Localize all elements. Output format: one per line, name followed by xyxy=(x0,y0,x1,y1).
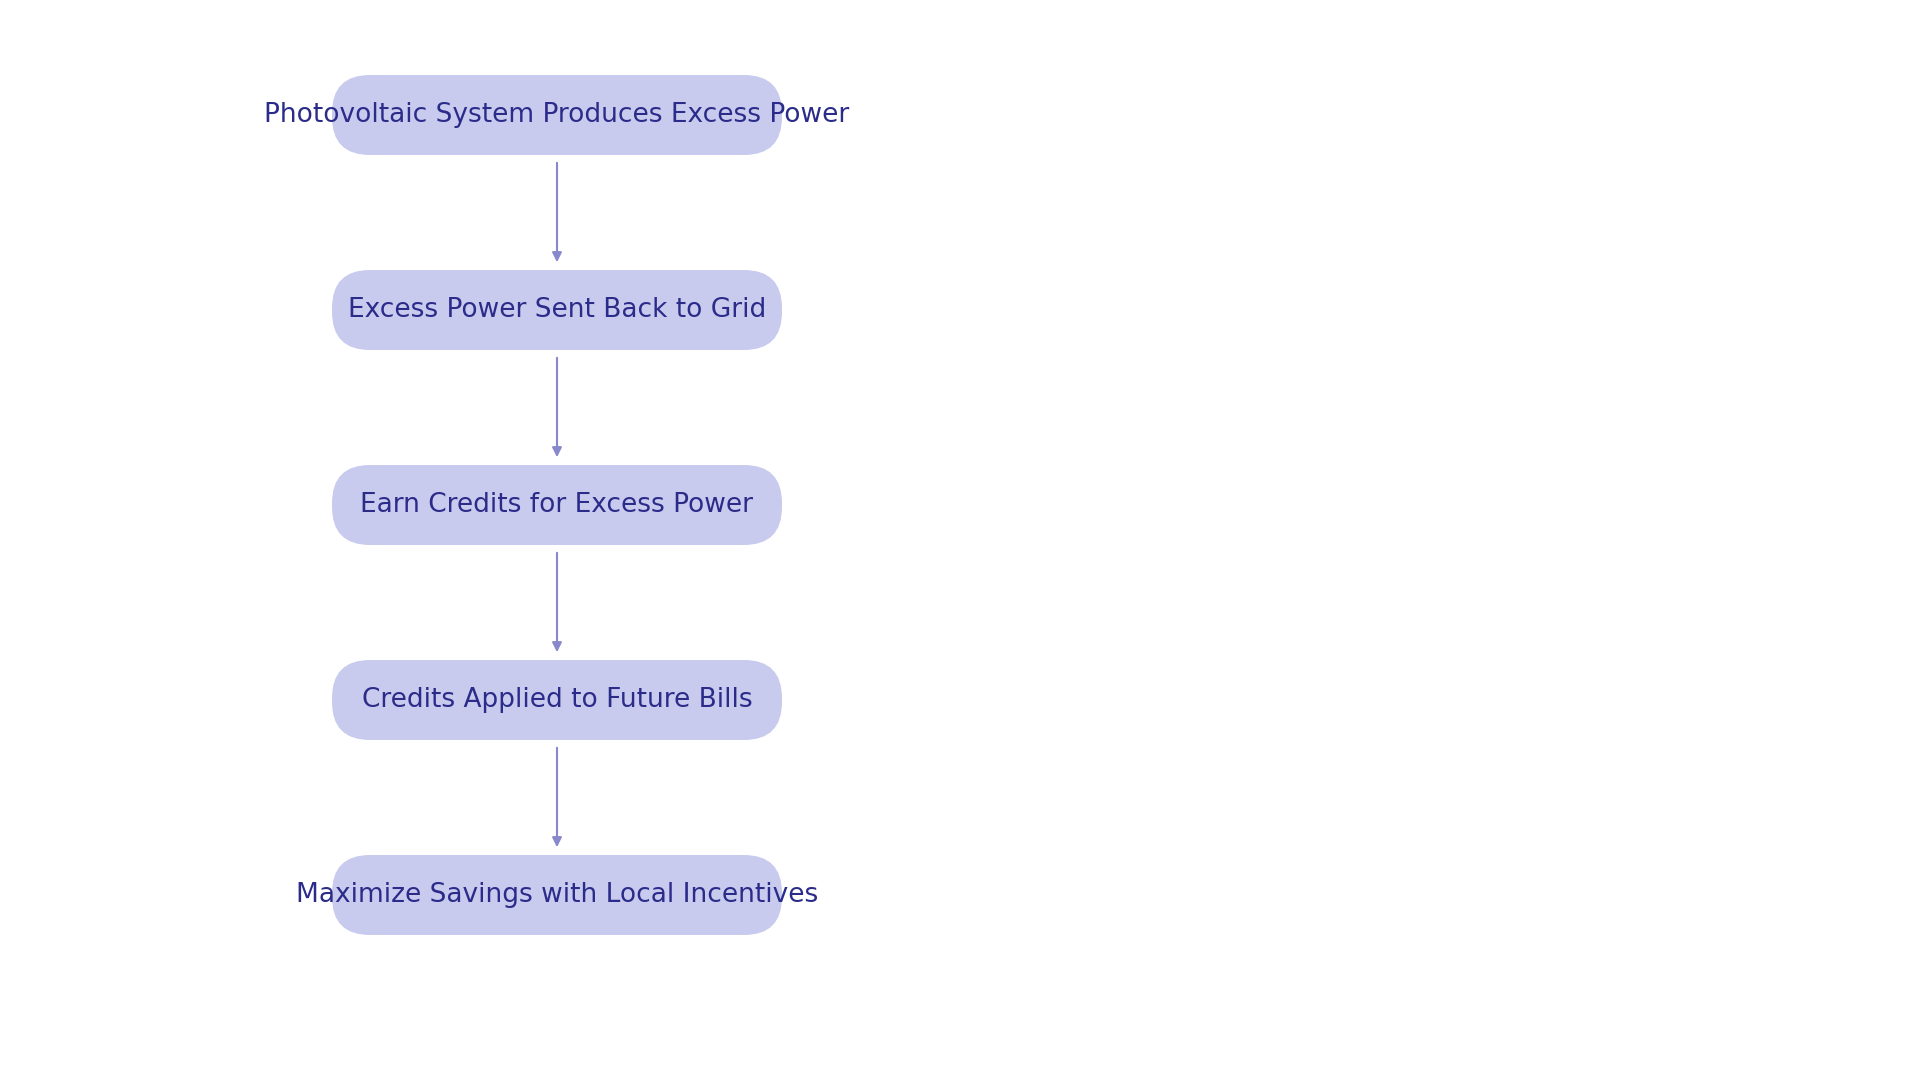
Text: Credits Applied to Future Bills: Credits Applied to Future Bills xyxy=(361,687,753,713)
Text: Photovoltaic System Produces Excess Power: Photovoltaic System Produces Excess Powe… xyxy=(265,102,851,128)
FancyBboxPatch shape xyxy=(332,660,781,740)
Text: Maximize Savings with Local Incentives: Maximize Savings with Local Incentives xyxy=(296,882,818,908)
FancyBboxPatch shape xyxy=(332,75,781,155)
FancyBboxPatch shape xyxy=(332,270,781,350)
Text: Earn Credits for Excess Power: Earn Credits for Excess Power xyxy=(361,492,753,518)
FancyBboxPatch shape xyxy=(332,465,781,545)
FancyBboxPatch shape xyxy=(332,854,781,935)
Text: Excess Power Sent Back to Grid: Excess Power Sent Back to Grid xyxy=(348,297,766,323)
